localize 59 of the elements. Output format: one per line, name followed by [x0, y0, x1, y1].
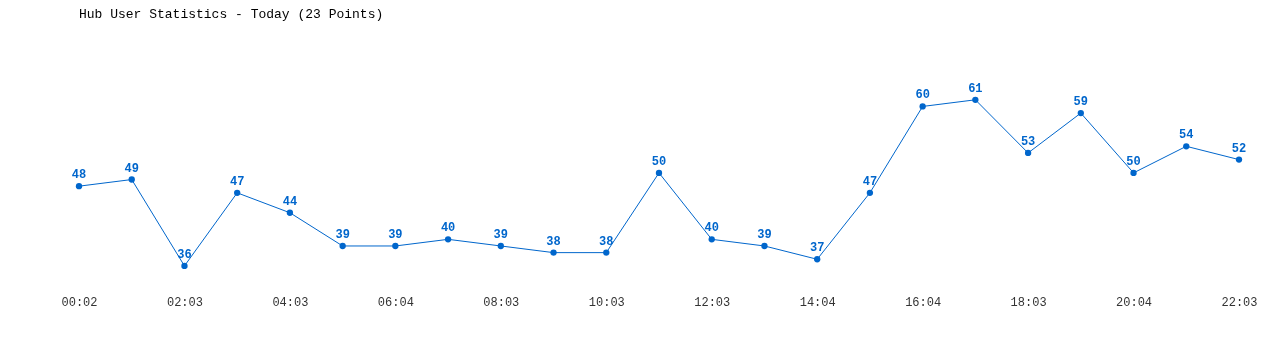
point	[814, 256, 821, 263]
data-label: 36	[177, 247, 192, 262]
data-label: 53	[1020, 134, 1036, 149]
data-label: 50	[1126, 154, 1141, 169]
point	[708, 236, 715, 243]
data-label: 50	[651, 154, 667, 169]
point	[972, 96, 979, 103]
point	[444, 236, 452, 243]
data-label: 40	[440, 221, 456, 236]
point	[75, 183, 83, 190]
data-label: 49	[124, 161, 139, 176]
data-label: 60	[915, 88, 930, 103]
point	[1024, 149, 1032, 157]
point	[286, 209, 294, 216]
x-tick-label: 06:04	[377, 295, 414, 310]
point	[866, 189, 874, 196]
point	[761, 242, 768, 250]
point	[1077, 109, 1084, 117]
data-label: 59	[1073, 95, 1089, 110]
point	[1130, 169, 1137, 177]
data-label: 40	[704, 221, 719, 236]
point	[1235, 156, 1243, 163]
point	[550, 249, 557, 256]
x-tick-label: 12:03	[694, 295, 731, 310]
data-label: 47	[862, 174, 878, 189]
point	[603, 249, 610, 256]
data-label: 48	[71, 168, 87, 183]
data-label: 54	[1179, 128, 1194, 143]
data-label: 38	[599, 234, 614, 249]
data-label: 39	[493, 227, 509, 242]
data-label: 44	[282, 194, 298, 209]
x-tick-label: 18:03	[1010, 295, 1047, 310]
point	[128, 176, 135, 183]
chart-title: Hub User Statistics - Today (23 Points)	[79, 7, 384, 22]
x-tick-label: 02:03	[166, 295, 203, 310]
point	[497, 242, 504, 250]
point	[234, 189, 241, 196]
data-label: 47	[229, 174, 245, 189]
x-tick-label: 14:04	[799, 295, 836, 310]
point	[392, 242, 399, 250]
data-label: 37	[809, 241, 825, 256]
point	[919, 103, 926, 110]
data-label: 38	[546, 234, 561, 249]
point	[181, 262, 188, 270]
x-tick-label: 00:02	[61, 295, 98, 310]
x-tick-label: 08:03	[483, 295, 520, 310]
x-tick-label: 22:03	[1221, 295, 1258, 310]
point	[339, 242, 346, 250]
x-tick-label: 20:04	[1116, 295, 1153, 310]
point	[655, 169, 663, 177]
x-tick-label: 10:03	[588, 295, 625, 310]
data-label: 39	[757, 227, 772, 242]
data-label: 39	[335, 227, 350, 242]
x-tick-label: 16:04	[905, 295, 942, 310]
x-tick-label: 04:03	[272, 295, 309, 310]
point	[1183, 143, 1190, 150]
data-label: 52	[1231, 141, 1247, 156]
data-label: 61	[968, 81, 983, 96]
data-label: 39	[388, 227, 403, 242]
